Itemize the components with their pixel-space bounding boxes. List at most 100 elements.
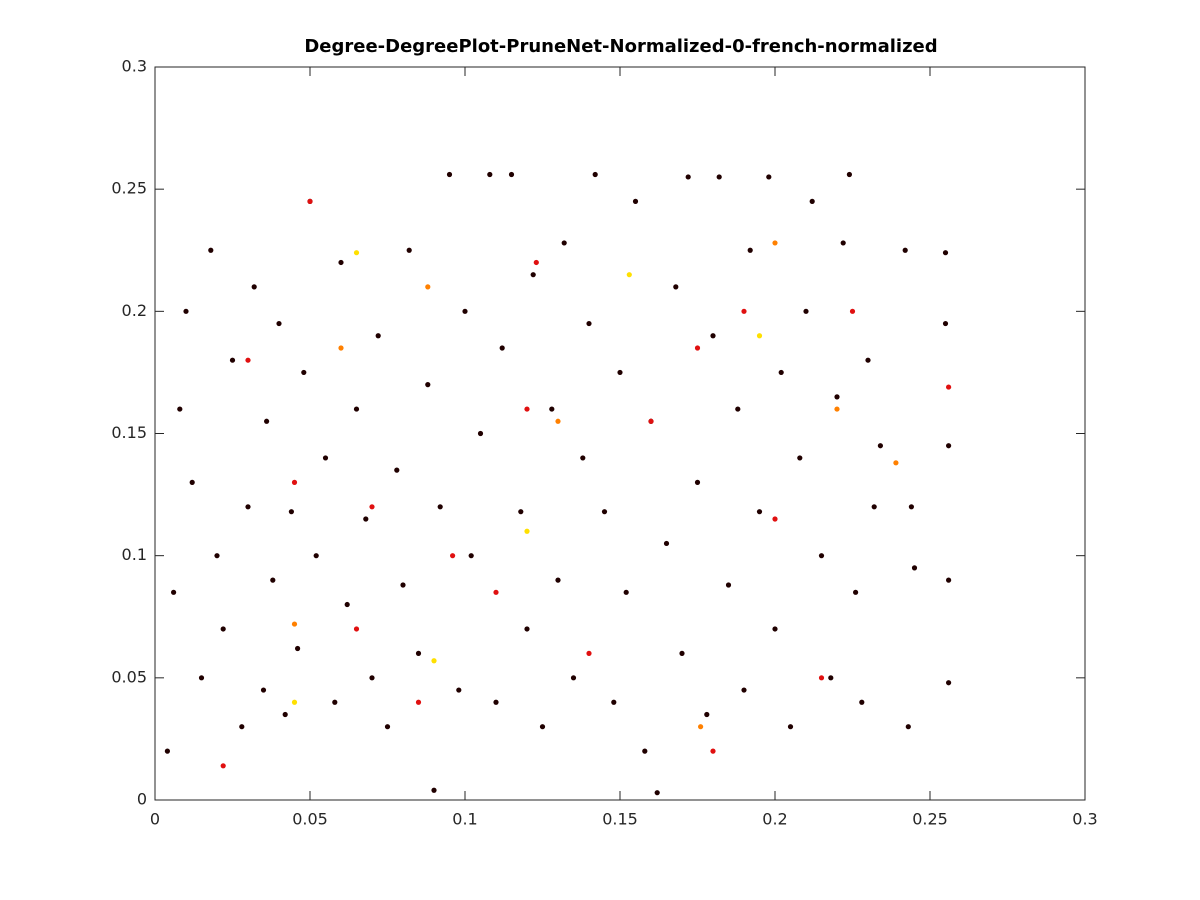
scatter-point [946,443,952,449]
x-tick-label: 0.1 [452,810,477,829]
scatter-point [908,504,915,510]
scatter-point [208,247,214,253]
scatter-point [353,626,360,632]
scatter-point [220,763,226,769]
scatter-point [735,406,741,412]
scatter-point [508,171,515,178]
scatter-point [834,406,840,412]
scatter-point [772,626,778,632]
chart-title: Degree-DegreePlot-PruneNet-Normalized-0-… [304,36,937,57]
scatter-point [803,308,809,314]
scatter-point [177,406,183,412]
scatter-point [425,382,431,388]
scatter-point [942,320,949,327]
y-tick-label: 0.3 [122,57,147,76]
x-tick-label: 0.15 [602,810,638,829]
scatter-point [611,699,617,705]
scatter-point [586,650,592,657]
scatter-point [809,198,815,204]
scatter-point [871,504,877,510]
scatter-point [353,250,360,256]
scatter-point [183,308,189,314]
scatter-point [747,247,753,253]
scatter-point [893,460,899,466]
scatter-point [431,787,437,793]
scatter-point [229,357,236,363]
scatter-point [270,577,276,583]
scatter-point [260,687,267,693]
scatter-point [415,650,422,657]
scatter-point [291,479,298,485]
scatter-point [524,528,530,534]
x-tick-label: 0.05 [292,810,328,829]
scatter-point [468,553,474,559]
scatter-point [623,589,629,595]
scatter-point [555,418,561,424]
scatter-point [877,443,884,449]
scatter-point [725,582,732,588]
scatter-point [291,699,298,705]
scatter-point [911,565,918,571]
scatter-point [818,675,825,681]
scatter-point [592,171,598,178]
scatter-point [425,284,431,290]
scatter-point [539,724,546,730]
points [164,171,952,796]
scatter-point [462,308,468,314]
x-tick-label: 0.25 [912,810,948,829]
scatter-point [415,699,422,705]
y-tick-label: 0.25 [111,179,147,198]
scatter-point [171,589,177,595]
scatter-point [214,553,220,559]
scatter-point [375,333,381,339]
scatter-point [626,272,632,278]
scatter-point [369,675,375,681]
scatter-point [446,171,453,178]
scatter-point [220,626,226,632]
scatter-point [756,333,763,339]
scatter-point [601,509,608,515]
scatter-point [859,699,865,705]
scatter-point [369,504,375,510]
scatter-point [586,320,592,327]
scatter-point [282,711,288,718]
x-tick-label: 0.3 [1072,810,1097,829]
scatter-point [570,675,577,681]
y-tick-label: 0.05 [111,667,147,686]
scatter-point [493,589,499,595]
scatter-point [580,455,586,461]
scatter-point [766,174,772,180]
scatter-point [694,345,701,351]
scatter-point [406,247,412,253]
scatter-point [654,790,660,796]
scatter-point [549,406,555,412]
scatter-point [772,516,778,522]
scatter-point [344,601,350,608]
scatter-point [663,540,670,547]
scatter-point [431,658,437,664]
y-tick-label: 0.1 [122,545,147,564]
scatter-point [363,516,369,522]
scatter-point [338,345,344,351]
scatter-point [301,369,307,376]
scatter-point [493,699,499,705]
x-tick-label: 0 [150,810,160,829]
scatter-point [437,504,443,510]
scatter-point [524,626,530,632]
scatter-point [295,645,301,652]
scatter-point [840,240,846,246]
y-tick-label: 0 [137,790,147,809]
scatter-point [198,675,205,681]
scatter-point [487,171,493,178]
scatter-point [849,308,856,314]
scatter-point [946,384,952,390]
scatter-point [710,333,716,339]
scatter-point [865,357,871,363]
scatter-point [518,509,524,515]
scatter-point [741,308,747,314]
scatter-point [384,724,391,730]
scatter-point [642,748,648,754]
scatter-point [245,504,251,510]
